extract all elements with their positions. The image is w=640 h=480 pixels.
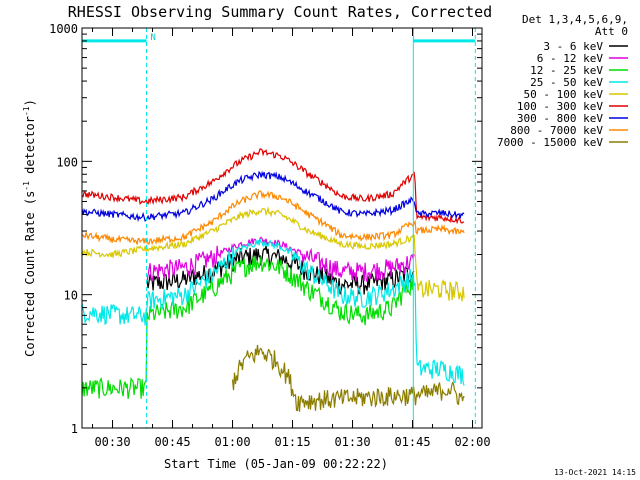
- legend-header-line1: Det 1,3,4,5,6,9,: [522, 13, 628, 26]
- y-axis-label-part-c: detector: [23, 116, 37, 181]
- legend-label-3: 25 - 50 keV: [530, 76, 603, 89]
- series-6: [81, 170, 465, 223]
- x-tick-label-4: 01:30: [334, 435, 370, 449]
- legend-label-1: 6 - 12 keV: [537, 52, 604, 65]
- y-tick-label-1: 10: [64, 289, 78, 303]
- legend-label-5: 100 - 300 keV: [517, 100, 603, 113]
- y-axis-label-part-a: Corrected Count Rate (s: [23, 191, 37, 357]
- y-axis-label-part-d: -1: [22, 106, 31, 116]
- series-line-6: [81, 170, 465, 223]
- series-line-8: [231, 344, 465, 412]
- series-line-7: [81, 190, 465, 246]
- legend-label-4: 50 - 100 keV: [524, 88, 604, 101]
- series-7: [81, 190, 465, 246]
- y-tick-label-0: 1: [71, 422, 78, 436]
- series-2: [81, 255, 415, 399]
- x-tick-label-3: 01:15: [274, 435, 310, 449]
- series-4: [81, 206, 465, 302]
- x-axis-label: Start Time (05-Jan-09 00:22:22): [164, 457, 388, 471]
- x-tick-label-6: 02:00: [454, 435, 490, 449]
- series-3: [81, 238, 465, 386]
- legend-label-0: 3 - 6 keV: [543, 40, 603, 53]
- legend-label-7: 800 - 7000 keV: [510, 124, 603, 137]
- legend-header-line2: Att 0: [595, 25, 628, 38]
- night-marker: N: [151, 33, 156, 43]
- legend-label-2: 12 - 25 keV: [530, 64, 603, 77]
- series-5: [81, 148, 465, 225]
- legend-label-8: 7000 - 15000 keV: [497, 136, 603, 149]
- y-axis-label: Corrected Count Rate (s-1 detector-1): [22, 99, 37, 357]
- footer-timestamp: 13-Oct-2021 14:15: [554, 468, 636, 477]
- legend-label-6: 300 - 800 keV: [517, 112, 603, 125]
- x-tick-label-0: 00:30: [94, 435, 130, 449]
- x-tick-label-5: 01:45: [394, 435, 430, 449]
- y-tick-label-2: 100: [56, 155, 78, 169]
- series-line-2: [81, 255, 415, 399]
- y-tick-label-3: 1000: [49, 22, 78, 36]
- series-line-4: [81, 206, 465, 302]
- series-line-5: [81, 148, 465, 225]
- x-tick-label-1: 00:45: [154, 435, 190, 449]
- y-axis-label-part-e: ): [23, 99, 37, 106]
- x-tick-label-2: 01:00: [214, 435, 250, 449]
- chart-title: RHESSI Observing Summary Count Rates, Co…: [68, 3, 492, 21]
- series-8: [231, 344, 465, 412]
- plot-frame: [81, 27, 483, 429]
- y-axis-label-part-b: -1: [22, 181, 31, 191]
- attenuator-marks: N: [82, 28, 476, 428]
- series-line-3: [81, 238, 465, 386]
